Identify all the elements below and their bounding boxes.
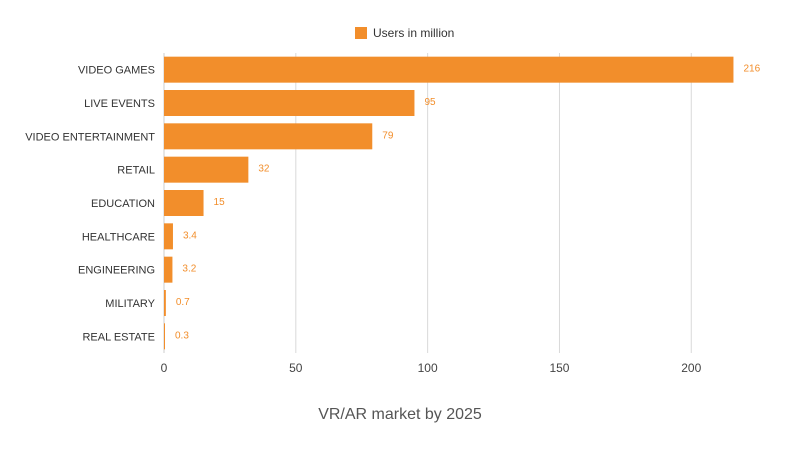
x-tick-label: 0 <box>161 361 168 375</box>
bar[interactable] <box>164 156 249 183</box>
x-tick-label: 200 <box>681 361 701 375</box>
x-tick-label: 150 <box>549 361 569 375</box>
bar[interactable] <box>164 123 373 150</box>
data-label: 15 <box>214 197 226 208</box>
category-label: REAL ESTATE <box>82 331 155 343</box>
data-label: 3.2 <box>182 264 196 275</box>
category-label: VIDEO ENTERTAINMENT <box>25 131 155 143</box>
bar[interactable] <box>164 290 166 316</box>
bar[interactable] <box>164 56 734 83</box>
category-label: RETAIL <box>117 165 155 177</box>
bar[interactable] <box>164 190 204 216</box>
legend-swatch <box>355 27 367 39</box>
data-label: 216 <box>743 64 760 75</box>
data-label: 32 <box>258 164 270 175</box>
x-tick-label: 50 <box>289 361 303 375</box>
data-label: 95 <box>424 97 436 108</box>
category-labels: VIDEO GAMES LIVE EVENTS VIDEO ENTERTAINMEN… <box>25 65 155 344</box>
category-label: LIVE EVENTS <box>84 98 155 110</box>
category-label: VIDEO GAMES <box>78 65 155 77</box>
data-label: 3.4 <box>183 230 197 241</box>
bars <box>164 56 734 350</box>
bar[interactable] <box>164 90 415 116</box>
chart-title: VR/AR market by 2025 <box>318 406 482 423</box>
x-tick-label: 100 <box>418 361 438 375</box>
category-label: HEALTHCARE <box>82 231 155 243</box>
data-label: 0.3 <box>175 330 189 341</box>
value-labels: 216 95 79 32 15 3.4 3.2 0.7 0.3 <box>175 64 761 342</box>
bar[interactable] <box>164 323 165 350</box>
x-axis-ticks: 0 50 100 150 200 <box>161 361 702 375</box>
legend[interactable]: Users in million <box>355 26 454 40</box>
category-label: EDUCATION <box>91 198 155 210</box>
bar[interactable] <box>164 223 173 250</box>
data-label: 79 <box>382 130 394 141</box>
category-label: ENGINEERING <box>78 265 155 277</box>
bar[interactable] <box>164 256 173 283</box>
category-label: MILITARY <box>105 298 155 310</box>
legend-label: Users in million <box>373 26 454 40</box>
data-label: 0.7 <box>176 297 190 308</box>
